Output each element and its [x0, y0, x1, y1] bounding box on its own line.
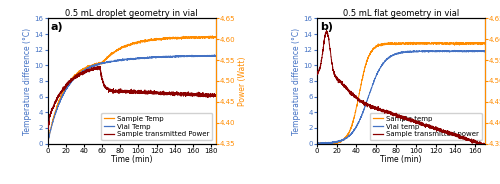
X-axis label: Time (min): Time (min): [380, 155, 422, 164]
Legend: Sample Temp, Vial Temp, Sample transmitted Power: Sample Temp, Vial Temp, Sample transmitt…: [101, 113, 212, 140]
Y-axis label: Temperature difference (°C): Temperature difference (°C): [292, 27, 301, 135]
Y-axis label: Temperature difference (°C): Temperature difference (°C): [22, 27, 32, 135]
Text: a): a): [51, 22, 64, 32]
Legend: Sample temp, Vial temp, Sample transmitted power: Sample temp, Vial temp, Sample transmitt…: [370, 113, 482, 140]
Text: b): b): [320, 22, 333, 32]
Title: 0.5 mL droplet geometry in vial: 0.5 mL droplet geometry in vial: [66, 9, 198, 18]
Y-axis label: Power (Watt): Power (Watt): [238, 56, 248, 106]
X-axis label: Time (min): Time (min): [111, 155, 152, 164]
Title: 0.5 mL flat geometry in vial: 0.5 mL flat geometry in vial: [342, 9, 459, 18]
